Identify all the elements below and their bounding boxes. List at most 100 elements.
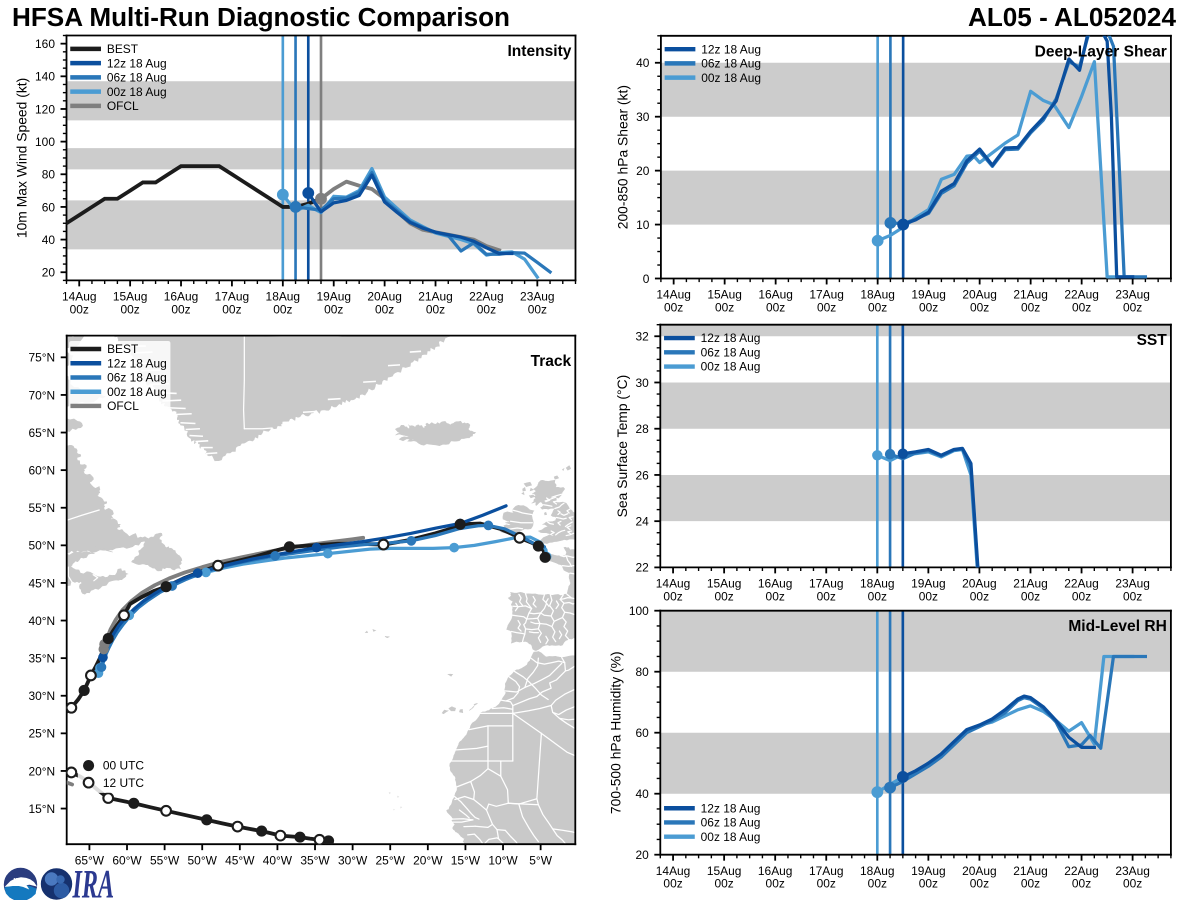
svg-text:00z: 00z <box>664 301 683 315</box>
svg-text:40: 40 <box>636 56 650 70</box>
svg-text:14Aug: 14Aug <box>62 290 97 304</box>
svg-text:00z 18 Aug: 00z 18 Aug <box>107 385 167 399</box>
svg-text:00z: 00z <box>528 302 547 316</box>
svg-text:00 UTC: 00 UTC <box>103 759 145 773</box>
svg-text:00z: 00z <box>477 302 496 316</box>
svg-text:14Aug: 14Aug <box>656 577 691 591</box>
svg-text:200-850 hPa Shear (kt): 200-850 hPa Shear (kt) <box>615 85 631 229</box>
svg-text:18Aug: 18Aug <box>266 290 301 304</box>
svg-text:06z 18 Aug: 06z 18 Aug <box>701 345 761 359</box>
svg-text:17Aug: 17Aug <box>215 290 250 304</box>
svg-text:160: 160 <box>35 37 55 51</box>
svg-text:20Aug: 20Aug <box>367 290 402 304</box>
svg-text:23Aug: 23Aug <box>1115 288 1150 302</box>
svg-text:20°N: 20°N <box>28 764 55 778</box>
svg-text:19Aug: 19Aug <box>911 864 946 878</box>
svg-text:00z: 00z <box>868 589 887 603</box>
svg-text:06z 18 Aug: 06z 18 Aug <box>107 71 167 85</box>
svg-text:18Aug: 18Aug <box>860 577 895 591</box>
svg-text:Track: Track <box>531 353 572 370</box>
svg-text:12z 18 Aug: 12z 18 Aug <box>701 42 761 56</box>
svg-text:00z: 00z <box>817 589 836 603</box>
svg-text:19Aug: 19Aug <box>911 288 946 302</box>
svg-text:22Aug: 22Aug <box>1064 288 1099 302</box>
svg-text:60: 60 <box>42 200 56 214</box>
svg-text:Deep-Layer Shear: Deep-Layer Shear <box>1035 43 1167 60</box>
svg-text:00z: 00z <box>919 877 938 891</box>
svg-text:20Aug: 20Aug <box>962 864 997 878</box>
svg-text:00z 18 Aug: 00z 18 Aug <box>701 360 761 374</box>
svg-text:00z: 00z <box>426 302 445 316</box>
svg-text:23Aug: 23Aug <box>1115 577 1150 591</box>
svg-text:12z 18 Aug: 12z 18 Aug <box>107 356 167 370</box>
svg-text:21Aug: 21Aug <box>1013 864 1048 878</box>
svg-text:00z: 00z <box>817 877 836 891</box>
svg-text:OFCL: OFCL <box>107 399 139 413</box>
svg-text:10: 10 <box>636 218 650 232</box>
svg-text:24: 24 <box>635 514 649 528</box>
svg-text:00z: 00z <box>919 301 938 315</box>
svg-text:00z: 00z <box>766 877 785 891</box>
svg-text:22: 22 <box>635 561 649 575</box>
svg-text:80: 80 <box>42 168 56 182</box>
svg-text:12z 18 Aug: 12z 18 Aug <box>701 331 761 345</box>
svg-text:15°N: 15°N <box>28 802 55 816</box>
svg-text:10m Max Wind Speed (kt): 10m Max Wind Speed (kt) <box>14 78 30 238</box>
svg-text:00z: 00z <box>273 302 292 316</box>
svg-text:60°W: 60°W <box>112 853 142 867</box>
svg-text:5°W: 5°W <box>529 853 552 867</box>
svg-text:0: 0 <box>643 272 650 286</box>
svg-text:15Aug: 15Aug <box>113 290 148 304</box>
svg-text:21Aug: 21Aug <box>1013 288 1048 302</box>
svg-text:14Aug: 14Aug <box>656 864 691 878</box>
svg-text:35°N: 35°N <box>28 651 55 665</box>
svg-text:23Aug: 23Aug <box>1115 864 1150 878</box>
svg-text:20°W: 20°W <box>413 853 443 867</box>
svg-text:26: 26 <box>635 468 649 482</box>
svg-text:18Aug: 18Aug <box>860 864 895 878</box>
svg-text:45°W: 45°W <box>225 853 255 867</box>
svg-text:12z 18 Aug: 12z 18 Aug <box>107 56 167 70</box>
svg-text:00z: 00z <box>1072 589 1091 603</box>
svg-text:65°N: 65°N <box>28 426 55 440</box>
svg-text:15Aug: 15Aug <box>707 288 742 302</box>
svg-text:Sea Surface Temp (°C): Sea Surface Temp (°C) <box>614 375 630 518</box>
svg-text:17Aug: 17Aug <box>809 288 844 302</box>
svg-text:15°W: 15°W <box>451 853 481 867</box>
svg-text:00z: 00z <box>1123 877 1142 891</box>
svg-text:20: 20 <box>636 164 650 178</box>
svg-text:00z 18 Aug: 00z 18 Aug <box>701 830 761 844</box>
svg-text:15Aug: 15Aug <box>707 864 742 878</box>
svg-text:12z 18 Aug: 12z 18 Aug <box>701 801 761 815</box>
svg-text:25°N: 25°N <box>28 727 55 741</box>
svg-text:HFSA Multi-Run Diagnostic Comp: HFSA Multi-Run Diagnostic Comparison <box>12 2 510 32</box>
svg-text:00z: 00z <box>714 877 733 891</box>
svg-text:00z: 00z <box>1072 301 1091 315</box>
svg-text:60: 60 <box>635 726 649 740</box>
svg-text:16Aug: 16Aug <box>758 864 793 878</box>
svg-text:50°W: 50°W <box>188 853 218 867</box>
svg-text:14Aug: 14Aug <box>656 288 691 302</box>
svg-text:20Aug: 20Aug <box>962 577 997 591</box>
svg-text:00z: 00z <box>1021 589 1040 603</box>
svg-text:00z 18 Aug: 00z 18 Aug <box>701 71 761 85</box>
svg-text:21Aug: 21Aug <box>418 290 453 304</box>
svg-text:55°W: 55°W <box>150 853 180 867</box>
svg-text:00z: 00z <box>663 877 682 891</box>
svg-text:75°N: 75°N <box>28 351 55 365</box>
svg-text:Mid-Level RH: Mid-Level RH <box>1068 618 1166 635</box>
svg-text:140: 140 <box>35 70 55 84</box>
svg-text:40°W: 40°W <box>263 853 293 867</box>
svg-text:40°N: 40°N <box>28 614 55 628</box>
svg-text:45°N: 45°N <box>28 576 55 590</box>
svg-text:55°N: 55°N <box>28 501 55 515</box>
svg-text:120: 120 <box>35 102 55 116</box>
svg-text:00z: 00z <box>1021 877 1040 891</box>
svg-text:00z: 00z <box>1123 589 1142 603</box>
svg-text:40: 40 <box>635 787 649 801</box>
svg-text:00z: 00z <box>766 589 785 603</box>
svg-text:22Aug: 22Aug <box>469 290 504 304</box>
svg-text:30: 30 <box>636 110 650 124</box>
svg-text:00z: 00z <box>375 302 394 316</box>
svg-text:20Aug: 20Aug <box>962 288 997 302</box>
